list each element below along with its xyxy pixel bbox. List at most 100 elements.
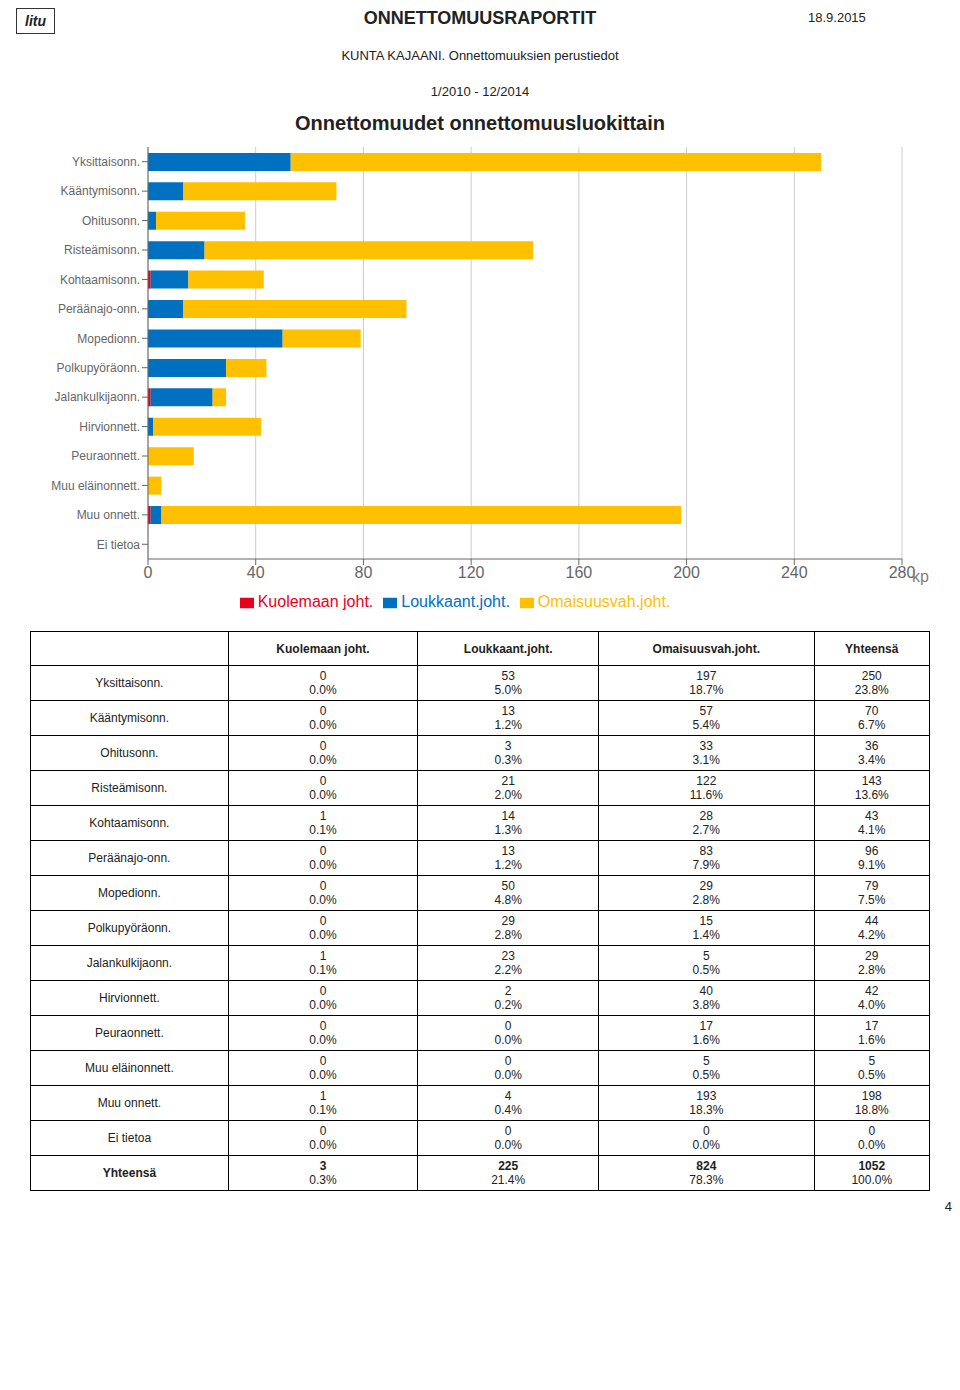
html-text:litu: litu (25, 13, 46, 29)
html-text:1.3%: 1.3% (494, 823, 522, 837)
html-text:Polkupyöräonn.: Polkupyöräonn. (87, 921, 172, 935)
html-text:2.8%: 2.8% (692, 893, 720, 907)
html-text:3.1%: 3.1% (692, 753, 720, 767)
svg-text:Kohtaamisonn.: Kohtaamisonn. (60, 273, 140, 287)
html-text:Kuolemaan joht.: Kuolemaan joht. (257, 593, 374, 610)
html-text:18.9.2015: 18.9.2015 (808, 10, 866, 25)
html-text:13: 13 (501, 844, 515, 858)
html-text:5.4%: 5.4% (692, 718, 720, 732)
html-text:0.0%: 0.0% (309, 893, 337, 907)
svg-text:160: 160 (566, 564, 593, 581)
svg-text:120: 120 (458, 564, 485, 581)
svg-text:Mopedionn.: Mopedionn. (77, 332, 140, 346)
svg-text:Polkupyöräonn.: Polkupyöräonn. (57, 361, 140, 375)
html-text:Risteämisonn.: Risteämisonn. (91, 781, 168, 795)
svg-text:Hirvionnett.: Hirvionnett. (79, 420, 140, 434)
html-text:83: 83 (699, 844, 713, 858)
html-text:0.0%: 0.0% (309, 928, 337, 942)
html-text:Loukkaant.joht.: Loukkaant.joht. (401, 593, 510, 610)
html-text:Yksittaisonn.: Yksittaisonn. (95, 676, 164, 690)
svg-text:Ei tietoa: Ei tietoa (97, 538, 141, 552)
svg-text:Kääntymisonn.: Kääntymisonn. (61, 184, 140, 198)
html-text:29: 29 (699, 879, 713, 893)
html-text:Kohtaamisonn.: Kohtaamisonn. (89, 816, 170, 830)
svg-text:200: 200 (673, 564, 700, 581)
html-text:7.9%: 7.9% (692, 858, 720, 872)
html-text:13: 13 (501, 704, 515, 718)
html-text:28: 28 (699, 809, 713, 823)
svg-text:kp: kp (912, 568, 929, 585)
html-text:96: 96 (865, 844, 879, 858)
html-text:6.7%: 6.7% (858, 718, 886, 732)
html-text:2.7%: 2.7% (692, 823, 720, 837)
svg-text:0: 0 (144, 564, 153, 581)
html-text:143: 143 (861, 774, 882, 788)
html-text:13.6%: 13.6% (854, 788, 889, 802)
html-text:0.0%: 0.0% (309, 753, 337, 767)
html-text:197: 197 (696, 669, 717, 683)
svg-text:Risteämisonn.: Risteämisonn. (64, 243, 140, 257)
html-text:Kääntymisonn.: Kääntymisonn. (89, 711, 170, 725)
html-text:4.8%: 4.8% (494, 893, 522, 907)
html-text:21: 21 (501, 774, 515, 788)
html-text:36: 36 (865, 739, 879, 753)
html-text:Yhteensä: Yhteensä (845, 641, 899, 656)
svg-text:80: 80 (355, 564, 373, 581)
html-text:Omaisuusvah.joht.: Omaisuusvah.joht. (537, 593, 671, 610)
svg-text:40: 40 (247, 564, 265, 581)
svg-text:Muu eläinonnett.: Muu eläinonnett. (51, 479, 140, 493)
html-text:ONNETTOMUUSRAPORTIT: ONNETTOMUUSRAPORTIT (363, 8, 597, 28)
svg-text:280: 280 (888, 564, 916, 582)
html-text:Jalankulkijaonn.: Jalankulkijaonn. (86, 956, 173, 970)
html-text:2.8%: 2.8% (494, 928, 522, 942)
html-text:122: 122 (696, 774, 717, 788)
html-text:Mopedionn.: Mopedionn. (98, 886, 161, 900)
html-text:11.6%: 11.6% (689, 788, 723, 802)
html-text:Kuolemaan joht.: Kuolemaan joht. (276, 641, 370, 656)
svg-text:Peuraonnett.: Peuraonnett. (71, 449, 140, 463)
html-text:4.2%: 4.2% (858, 928, 886, 942)
html-text:KUNTA KAJAANI. Onnettomuuksien: KUNTA KAJAANI. Onnettomuuksien perustied… (341, 48, 619, 63)
html-text:0.0%: 0.0% (309, 683, 337, 697)
html-text:1.2%: 1.2% (494, 858, 522, 872)
html-text:70: 70 (865, 704, 879, 718)
html-text:1.2%: 1.2% (494, 718, 522, 732)
html-text:50: 50 (501, 879, 515, 893)
html-text:0.3%: 0.3% (494, 753, 522, 767)
svg-text:Jalankulkijaonn.: Jalankulkijaonn. (55, 390, 140, 404)
html-text:2.0%: 2.0% (494, 788, 522, 802)
html-text:250: 250 (861, 669, 882, 683)
svg-text:Peräänajo-onn.: Peräänajo-onn. (58, 302, 140, 316)
html-text:1.4%: 1.4% (692, 928, 720, 942)
html-text:15: 15 (699, 914, 713, 928)
html-text:0.0%: 0.0% (309, 858, 337, 872)
html-text:1/2010 - 12/2014: 1/2010 - 12/2014 (430, 84, 530, 99)
svg-text:240: 240 (781, 564, 808, 581)
html-text:5.0%: 5.0% (494, 683, 522, 697)
html-text:53: 53 (501, 669, 515, 683)
html-text:3.4%: 3.4% (858, 753, 886, 767)
html-text:7.5%: 7.5% (858, 893, 886, 907)
html-text:29: 29 (501, 914, 515, 928)
html-text:Onnettomuudet onnettomuusluoki: Onnettomuudet onnettomuusluokittain (295, 112, 665, 134)
html-text:79: 79 (865, 879, 879, 893)
html-text:Loukkaant.joht.: Loukkaant.joht. (463, 641, 553, 656)
svg-text:Ohitusonn.: Ohitusonn. (82, 214, 140, 228)
html-text:23.8%: 23.8% (854, 683, 889, 697)
html-text:4.1%: 4.1% (858, 823, 886, 837)
html-text:57: 57 (699, 704, 713, 718)
html-text:33: 33 (699, 739, 713, 753)
html-text:Ohitusonn.: Ohitusonn. (100, 746, 159, 760)
html-text:43: 43 (865, 809, 879, 823)
svg-text:Yksittaisonn.: Yksittaisonn. (72, 155, 140, 169)
html-text:Omaisuusvah.joht.: Omaisuusvah.joht. (652, 641, 760, 656)
html-text:44: 44 (865, 914, 879, 928)
html-text:Peräänajo-onn.: Peräänajo-onn. (88, 851, 171, 865)
html-text:9.1%: 9.1% (858, 858, 886, 872)
html-text:18.7%: 18.7% (689, 683, 724, 697)
html-text:14: 14 (501, 809, 515, 823)
html-text:0.0%: 0.0% (309, 788, 337, 802)
html-text:0.0%: 0.0% (309, 718, 337, 732)
html-text:0.1%: 0.1% (309, 823, 337, 837)
svg-text:Muu onnett.: Muu onnett. (77, 508, 140, 522)
